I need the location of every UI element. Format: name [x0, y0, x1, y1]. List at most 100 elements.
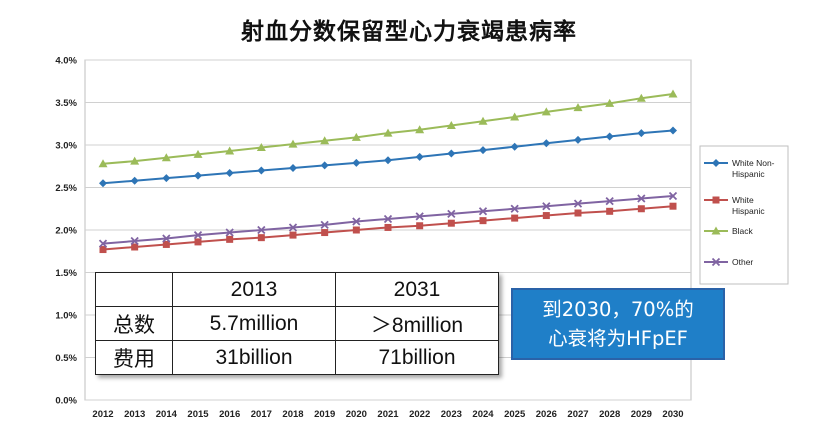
callout-box: 到2030，70%的 心衰将为HFpEF	[511, 288, 725, 360]
data-point	[573, 199, 583, 208]
data-point	[447, 209, 456, 218]
data-point	[669, 202, 677, 210]
data-point	[574, 209, 582, 217]
y-tick-label: 0.0%	[55, 396, 77, 407]
table-header-2013: 2013	[172, 272, 336, 307]
callout-line-2: 心衰将为HFpEF	[548, 327, 688, 350]
data-point	[226, 235, 234, 243]
table-row: 费用 31billion 71billion	[95, 340, 499, 375]
data-point	[289, 231, 297, 239]
y-axis-ticks: 0.0% 0.5% 1.0% 1.5% 2.0% 2.5% 3.0% 3.5% 4.0%	[55, 56, 77, 407]
y-tick-label: 4.0%	[55, 56, 77, 67]
data-point	[352, 217, 361, 226]
x-tick-label: 2025	[504, 409, 526, 420]
x-tick-label: 2020	[346, 409, 367, 420]
legend-swatch-marker	[712, 196, 720, 204]
x-tick-label: 2027	[567, 409, 588, 420]
data-point	[162, 234, 171, 243]
x-tick-label: 2026	[536, 409, 557, 420]
data-point	[99, 179, 107, 188]
data-point	[573, 103, 583, 112]
x-tick-label: 2012	[92, 409, 113, 420]
series-lines	[98, 89, 678, 254]
legend-item-black: Black	[704, 226, 754, 236]
data-point	[351, 132, 361, 141]
legend-label: White Hispanic	[732, 195, 765, 216]
data-point	[98, 159, 108, 168]
y-tick-label: 2.5%	[55, 183, 77, 194]
data-point	[383, 128, 393, 137]
x-tick-label: 2024	[472, 409, 494, 420]
table-cell-cost-2031: 71billion	[335, 340, 499, 375]
data-point	[542, 139, 551, 148]
data-point	[447, 149, 456, 158]
x-tick-label: 2029	[631, 409, 652, 420]
data-point	[416, 222, 424, 230]
x-tick-label: 2015	[187, 409, 209, 420]
table-cell-total-2031: ＞8million	[335, 306, 499, 341]
data-point	[668, 89, 678, 98]
data-point	[352, 226, 360, 234]
data-point	[605, 196, 614, 206]
legend-label: White Non-Hispanic	[732, 158, 775, 179]
data-point	[320, 161, 329, 170]
data-point	[321, 229, 329, 237]
data-point	[384, 156, 392, 165]
x-tick-label: 2030	[662, 409, 683, 420]
y-tick-label: 3.5%	[55, 98, 77, 109]
data-point	[384, 223, 392, 231]
data-point	[383, 214, 393, 224]
data-point	[669, 126, 677, 135]
x-axis-ticks: 2012 2013 2014 2015 2016 2017 2018 2019 2020 2021…	[92, 409, 683, 420]
data-point	[225, 228, 234, 237]
data-point	[574, 135, 582, 144]
x-tick-label: 2023	[441, 409, 462, 420]
data-point	[225, 169, 234, 178]
y-tick-label: 3.0%	[55, 141, 77, 152]
data-point	[130, 236, 139, 246]
x-tick-label: 2013	[124, 409, 145, 420]
table-header-row: 2013 2031	[95, 272, 499, 307]
data-point	[162, 174, 171, 183]
data-point	[99, 246, 107, 254]
data-point	[637, 205, 645, 213]
y-tick-label: 1.5%	[55, 268, 77, 279]
data-point	[98, 239, 108, 248]
x-tick-label: 2021	[377, 409, 399, 420]
series-white-hispanic	[99, 202, 677, 254]
data-point	[479, 146, 487, 155]
x-tick-label: 2019	[314, 409, 335, 420]
callout-line-1: 到2030，70%的	[542, 298, 694, 321]
data-point	[193, 230, 203, 240]
x-tick-label: 2017	[251, 409, 272, 420]
legend-swatch-marker	[712, 159, 720, 167]
data-point	[415, 212, 424, 221]
table-corner-cell	[95, 272, 173, 307]
legend-swatch-marker	[711, 257, 721, 267]
data-point	[257, 234, 265, 242]
data-point	[542, 202, 551, 211]
legend-label: Black	[732, 226, 754, 236]
x-tick-label: 2016	[219, 409, 240, 420]
series-other	[98, 191, 678, 248]
data-point	[446, 120, 456, 129]
data-point	[668, 191, 678, 201]
data-point	[478, 116, 488, 125]
legend: White Non-Hispanic White Hispanic Black Othe…	[704, 158, 775, 267]
data-point	[320, 136, 330, 145]
data-point	[637, 129, 646, 138]
data-point	[479, 217, 487, 225]
data-point	[637, 194, 646, 203]
data-point	[605, 98, 615, 107]
data-point	[194, 238, 202, 246]
series-black	[98, 89, 678, 168]
legend-item-white-hispanic: White Hispanic	[704, 195, 765, 216]
table-cell-total-2013: 5.7million	[172, 306, 336, 341]
data-point	[130, 156, 140, 165]
legend-label: Other	[732, 257, 753, 267]
data-point	[257, 225, 266, 235]
x-tick-label: 2022	[409, 409, 430, 420]
data-point	[288, 223, 298, 232]
data-point	[352, 158, 361, 167]
